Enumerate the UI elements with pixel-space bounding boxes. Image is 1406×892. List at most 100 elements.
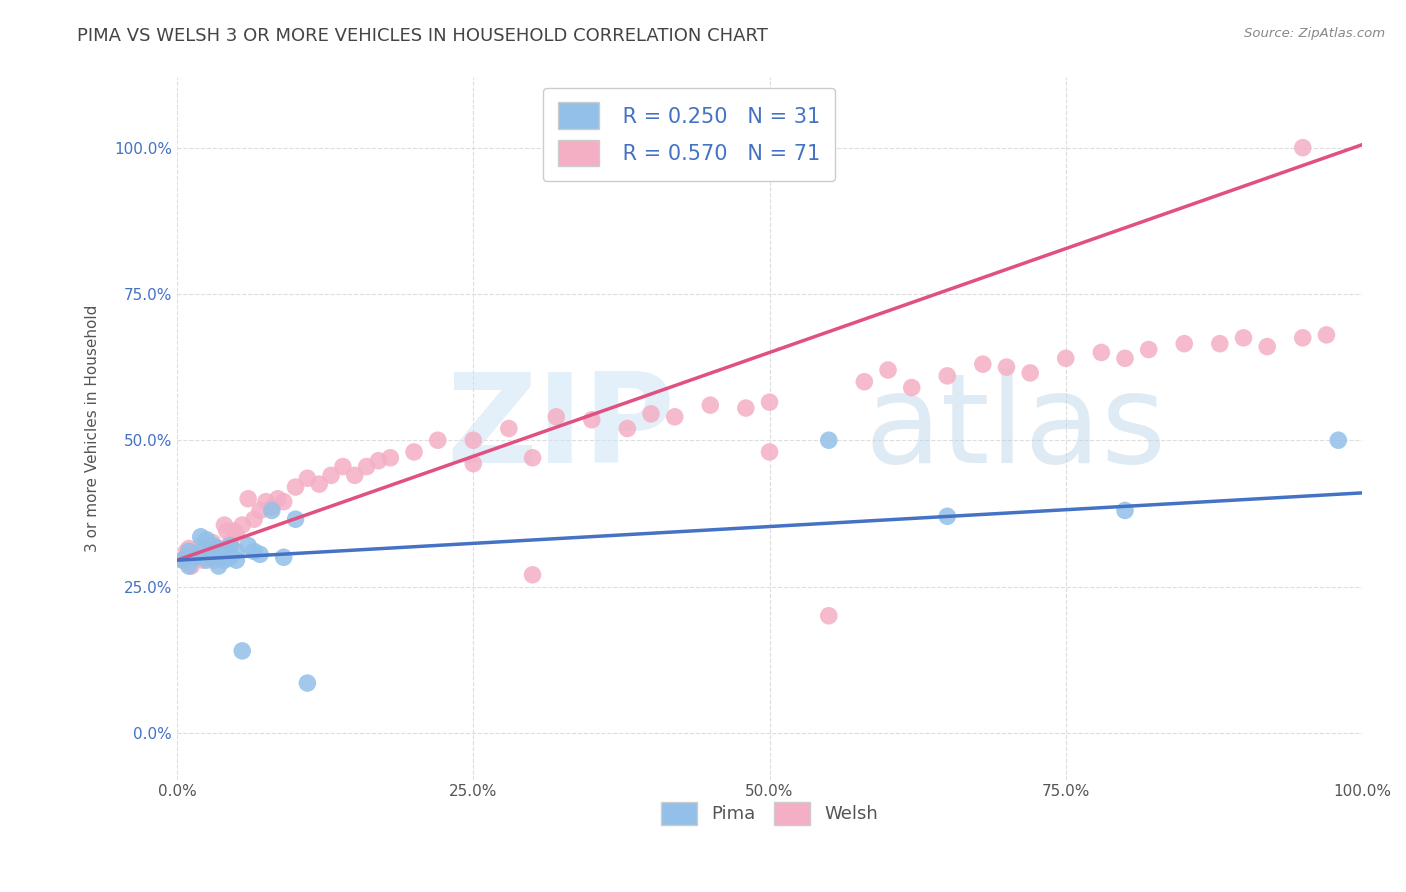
Point: [172, 553, 194, 567]
Legend: Pima, Welsh: Pima, Welsh: [652, 792, 887, 834]
Point: [1090, 345, 1112, 359]
Point: [177, 541, 200, 556]
Point: [236, 539, 259, 553]
Point: [343, 468, 366, 483]
Point: [817, 434, 839, 448]
Point: [463, 434, 485, 448]
Point: [319, 468, 342, 483]
Text: Source: ZipAtlas.com: Source: ZipAtlas.com: [1244, 27, 1385, 40]
Point: [356, 459, 378, 474]
Point: [190, 544, 212, 558]
Point: [995, 360, 1018, 375]
Point: [225, 526, 247, 541]
Text: PIMA VS WELSH 3 OR MORE VEHICLES IN HOUSEHOLD CORRELATION CHART: PIMA VS WELSH 3 OR MORE VEHICLES IN HOUS…: [77, 27, 768, 45]
Point: [297, 471, 319, 485]
Point: [522, 567, 544, 582]
Point: [214, 550, 236, 565]
Point: [211, 547, 233, 561]
Point: [195, 553, 218, 567]
Point: [207, 541, 229, 556]
Point: [231, 518, 253, 533]
Point: [758, 395, 780, 409]
Point: [260, 500, 283, 515]
Point: [190, 539, 212, 553]
Point: [1292, 141, 1315, 155]
Point: [172, 553, 194, 567]
Point: [1114, 351, 1136, 366]
Point: [177, 544, 200, 558]
Point: [734, 401, 756, 415]
Point: [225, 544, 247, 558]
Point: [191, 553, 214, 567]
Point: [219, 550, 242, 565]
Point: [187, 544, 209, 558]
Point: [1209, 336, 1232, 351]
Point: [236, 491, 259, 506]
Point: [699, 398, 721, 412]
Point: [1019, 366, 1042, 380]
Point: [817, 608, 839, 623]
Point: [243, 544, 266, 558]
Point: [225, 553, 247, 567]
Point: [426, 434, 449, 448]
Point: [201, 550, 224, 565]
Point: [581, 413, 603, 427]
Point: [195, 550, 218, 565]
Point: [201, 539, 224, 553]
Point: [463, 457, 485, 471]
Point: [204, 553, 226, 567]
Point: [184, 550, 207, 565]
Point: [1232, 331, 1254, 345]
Point: [900, 380, 922, 394]
Point: [853, 375, 876, 389]
Point: [195, 533, 218, 547]
Point: [190, 530, 212, 544]
Point: [219, 535, 242, 549]
Point: [207, 544, 229, 558]
Point: [367, 453, 389, 467]
Point: [222, 524, 245, 538]
Point: [254, 494, 277, 508]
Point: [219, 539, 242, 553]
Point: [1054, 351, 1077, 366]
Point: [664, 409, 686, 424]
Point: [284, 480, 307, 494]
Point: [273, 494, 295, 508]
Point: [877, 363, 900, 377]
Point: [284, 512, 307, 526]
Point: [214, 544, 236, 558]
Text: atlas: atlas: [865, 368, 1167, 489]
Point: [177, 559, 200, 574]
Point: [332, 459, 354, 474]
Point: [215, 524, 238, 538]
Point: [1292, 331, 1315, 345]
Point: [180, 559, 202, 574]
Point: [498, 421, 520, 435]
Point: [1315, 327, 1337, 342]
Point: [1327, 434, 1350, 448]
Text: ZIP: ZIP: [446, 368, 675, 489]
Point: [380, 450, 402, 465]
Point: [207, 559, 229, 574]
Point: [936, 368, 959, 383]
Point: [1173, 336, 1195, 351]
Point: [297, 676, 319, 690]
Point: [546, 409, 568, 424]
Point: [308, 477, 330, 491]
Point: [267, 491, 290, 506]
Point: [201, 535, 224, 549]
Point: [249, 503, 271, 517]
Point: [522, 450, 544, 465]
Point: [972, 357, 994, 371]
Point: [758, 445, 780, 459]
Point: [936, 509, 959, 524]
Point: [273, 550, 295, 565]
Point: [1137, 343, 1160, 357]
Point: [184, 550, 207, 565]
Point: [260, 503, 283, 517]
Point: [249, 547, 271, 561]
Point: [214, 518, 236, 533]
Point: [402, 445, 425, 459]
Point: [640, 407, 662, 421]
Point: [176, 544, 198, 558]
